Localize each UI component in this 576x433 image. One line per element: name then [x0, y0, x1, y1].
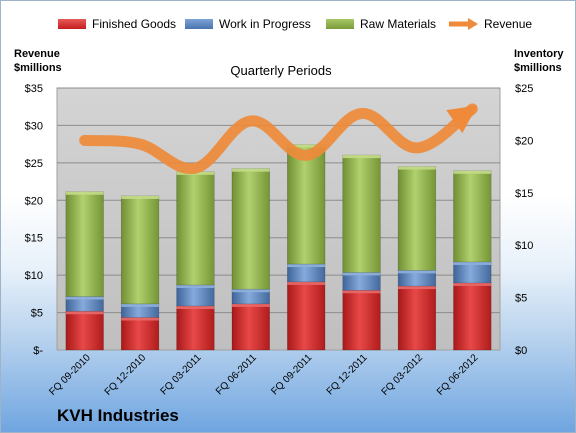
bar-raw-materials	[65, 191, 104, 297]
legend-label-raw-materials: Raw Materials	[360, 17, 437, 31]
bar-top-raw-materials	[342, 155, 381, 159]
bar-top-raw-materials	[453, 170, 492, 174]
bar-top-work-in-progress	[176, 285, 215, 289]
bar-raw-materials	[453, 170, 492, 263]
bar-top-work-in-progress	[398, 270, 436, 274]
bar-finished-goods	[287, 281, 326, 351]
right-axis-title: Inventory $millions	[514, 47, 564, 75]
bar-top-finished-goods	[121, 317, 159, 321]
bar-raw-materials	[120, 195, 160, 305]
x-tick-label: FQ 06-2012	[435, 352, 481, 398]
company-name: KVH Industries	[57, 406, 179, 425]
bar-top-finished-goods	[65, 311, 104, 315]
bar-top-raw-materials	[121, 195, 159, 199]
bar-raw-materials	[287, 144, 326, 265]
legend-work-in-progress: Work in Progress	[185, 16, 311, 32]
bar-top-raw-materials	[231, 168, 270, 172]
bar-top-work-in-progress	[121, 303, 159, 307]
left-axis-title-line1: Revenue	[14, 48, 60, 60]
left-tick-label: $25	[25, 158, 43, 170]
bar-finished-goods	[342, 289, 381, 351]
right-tick-label: $20	[515, 135, 533, 147]
x-tick-label: FQ 06-2011	[214, 352, 259, 397]
left-axis-title-line2: $millions	[14, 62, 62, 74]
bar-finished-goods	[397, 285, 437, 351]
bar-top-raw-materials	[287, 144, 326, 148]
bar-top-finished-goods	[287, 281, 326, 285]
left-axis-ticks: $- $5 $10 $15 $20 $25 $30 $35	[25, 83, 44, 357]
legend-label-finished-goods: Finished Goods	[92, 17, 177, 31]
bar-finished-goods	[65, 310, 104, 351]
left-tick-label: $35	[25, 83, 43, 95]
x-tick-label: FQ 12-2010	[103, 352, 149, 398]
bar-finished-goods	[453, 282, 492, 351]
x-tick-label: FQ 03-2011	[159, 352, 204, 397]
legend-revenue: Revenue	[448, 16, 532, 32]
bar-top-finished-goods	[176, 305, 215, 309]
bar-finished-goods	[120, 317, 160, 351]
bar-finished-goods	[176, 305, 215, 351]
bar-top-finished-goods	[231, 303, 270, 307]
legend-swatch-work-in-progress	[185, 19, 213, 29]
legend-label-work-in-progress: Work in Progress	[219, 17, 311, 31]
revenue-line-series	[79, 103, 478, 175]
right-tick-label: $0	[515, 345, 527, 357]
bar-raw-materials	[397, 166, 437, 271]
bar-raw-materials	[342, 154, 381, 273]
chart-svg: $-$5$10$15$20$25$30$35 $0$5$10$15$20$25 …	[25, 83, 534, 398]
left-tick-label: $-	[33, 345, 43, 357]
legend-swatch-revenue	[448, 18, 478, 30]
left-tick-label: $10	[25, 270, 43, 282]
bar-top-raw-materials	[65, 191, 104, 195]
legend-label-revenue: Revenue	[484, 17, 533, 31]
bar-finished-goods	[231, 303, 270, 351]
x-axis-ticks: FQ 09-2010 FQ 12-2010 FQ 03-2011 FQ 06-2011…	[47, 352, 480, 398]
left-tick-label: $15	[25, 233, 43, 245]
bar-raw-materials	[176, 171, 215, 286]
right-tick-label: $15	[515, 188, 533, 200]
right-axis-title-line1: Inventory	[514, 48, 564, 60]
legend-raw-materials: Raw Materials	[326, 16, 436, 32]
legend-swatch-finished-goods	[58, 19, 86, 29]
revenue-arrow-head	[446, 105, 478, 134]
left-tick-label: $5	[31, 308, 43, 320]
bar-top-finished-goods	[398, 286, 436, 290]
right-tick-label: $5	[515, 293, 527, 305]
left-tick-label: $30	[25, 120, 43, 132]
x-tick-label: FQ 12-2011	[325, 352, 370, 397]
revenue-line	[79, 103, 478, 175]
bar-work-in-progress	[453, 261, 492, 284]
bar-top-finished-goods	[453, 282, 492, 286]
bar-top-raw-materials	[398, 166, 436, 170]
x-tick-label: FQ 09-2010	[47, 352, 93, 398]
bar-top-work-in-progress	[453, 261, 492, 265]
bar-top-finished-goods	[342, 290, 381, 294]
bar-top-work-in-progress	[65, 296, 104, 300]
right-tick-label: $10	[515, 240, 533, 252]
right-tick-label: $25	[515, 83, 533, 95]
right-axis-ticks: $0 $5 $10 $15 $20 $25	[515, 83, 533, 357]
bar-top-work-in-progress	[342, 272, 381, 276]
bar-work-in-progress	[176, 284, 215, 307]
legend-finished-goods: Finished Goods	[58, 16, 176, 32]
chart-subtitle: Quarterly Periods	[230, 63, 332, 78]
x-tick-label: FQ 09-2011	[269, 352, 314, 397]
bar-top-work-in-progress	[287, 264, 326, 268]
left-axis-title: Revenue $millions	[14, 47, 62, 75]
legend-swatch-raw-materials	[326, 19, 354, 29]
bar-raw-materials	[231, 168, 270, 290]
right-axis-title-line2: $millions	[514, 62, 562, 74]
x-tick-label: FQ 03-2012	[380, 352, 426, 398]
bar-series	[65, 144, 492, 351]
left-tick-label: $20	[25, 195, 43, 207]
bar-top-work-in-progress	[231, 289, 270, 293]
